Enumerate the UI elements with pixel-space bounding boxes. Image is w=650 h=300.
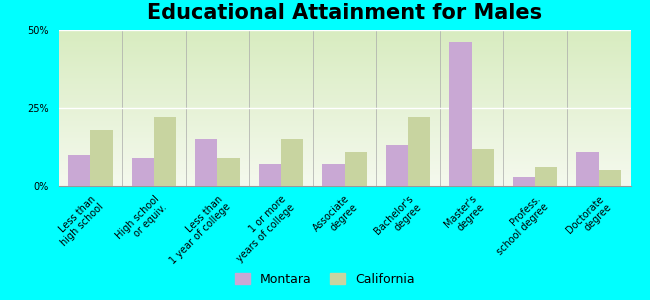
Bar bbox=[68, 155, 90, 186]
Legend: Montara, California: Montara, California bbox=[230, 268, 420, 291]
Bar bbox=[535, 167, 558, 186]
Bar bbox=[408, 117, 430, 186]
Bar bbox=[472, 148, 494, 186]
Bar bbox=[449, 43, 472, 186]
Bar bbox=[259, 164, 281, 186]
Bar bbox=[281, 139, 303, 186]
Bar bbox=[322, 164, 344, 186]
Bar bbox=[154, 117, 176, 186]
Bar bbox=[577, 152, 599, 186]
Bar bbox=[344, 152, 367, 186]
Bar bbox=[386, 146, 408, 186]
Bar bbox=[513, 177, 535, 186]
Bar bbox=[195, 139, 217, 186]
Bar bbox=[599, 170, 621, 186]
Bar bbox=[131, 158, 154, 186]
Title: Educational Attainment for Males: Educational Attainment for Males bbox=[147, 2, 542, 22]
Bar bbox=[90, 130, 112, 186]
Bar bbox=[217, 158, 240, 186]
